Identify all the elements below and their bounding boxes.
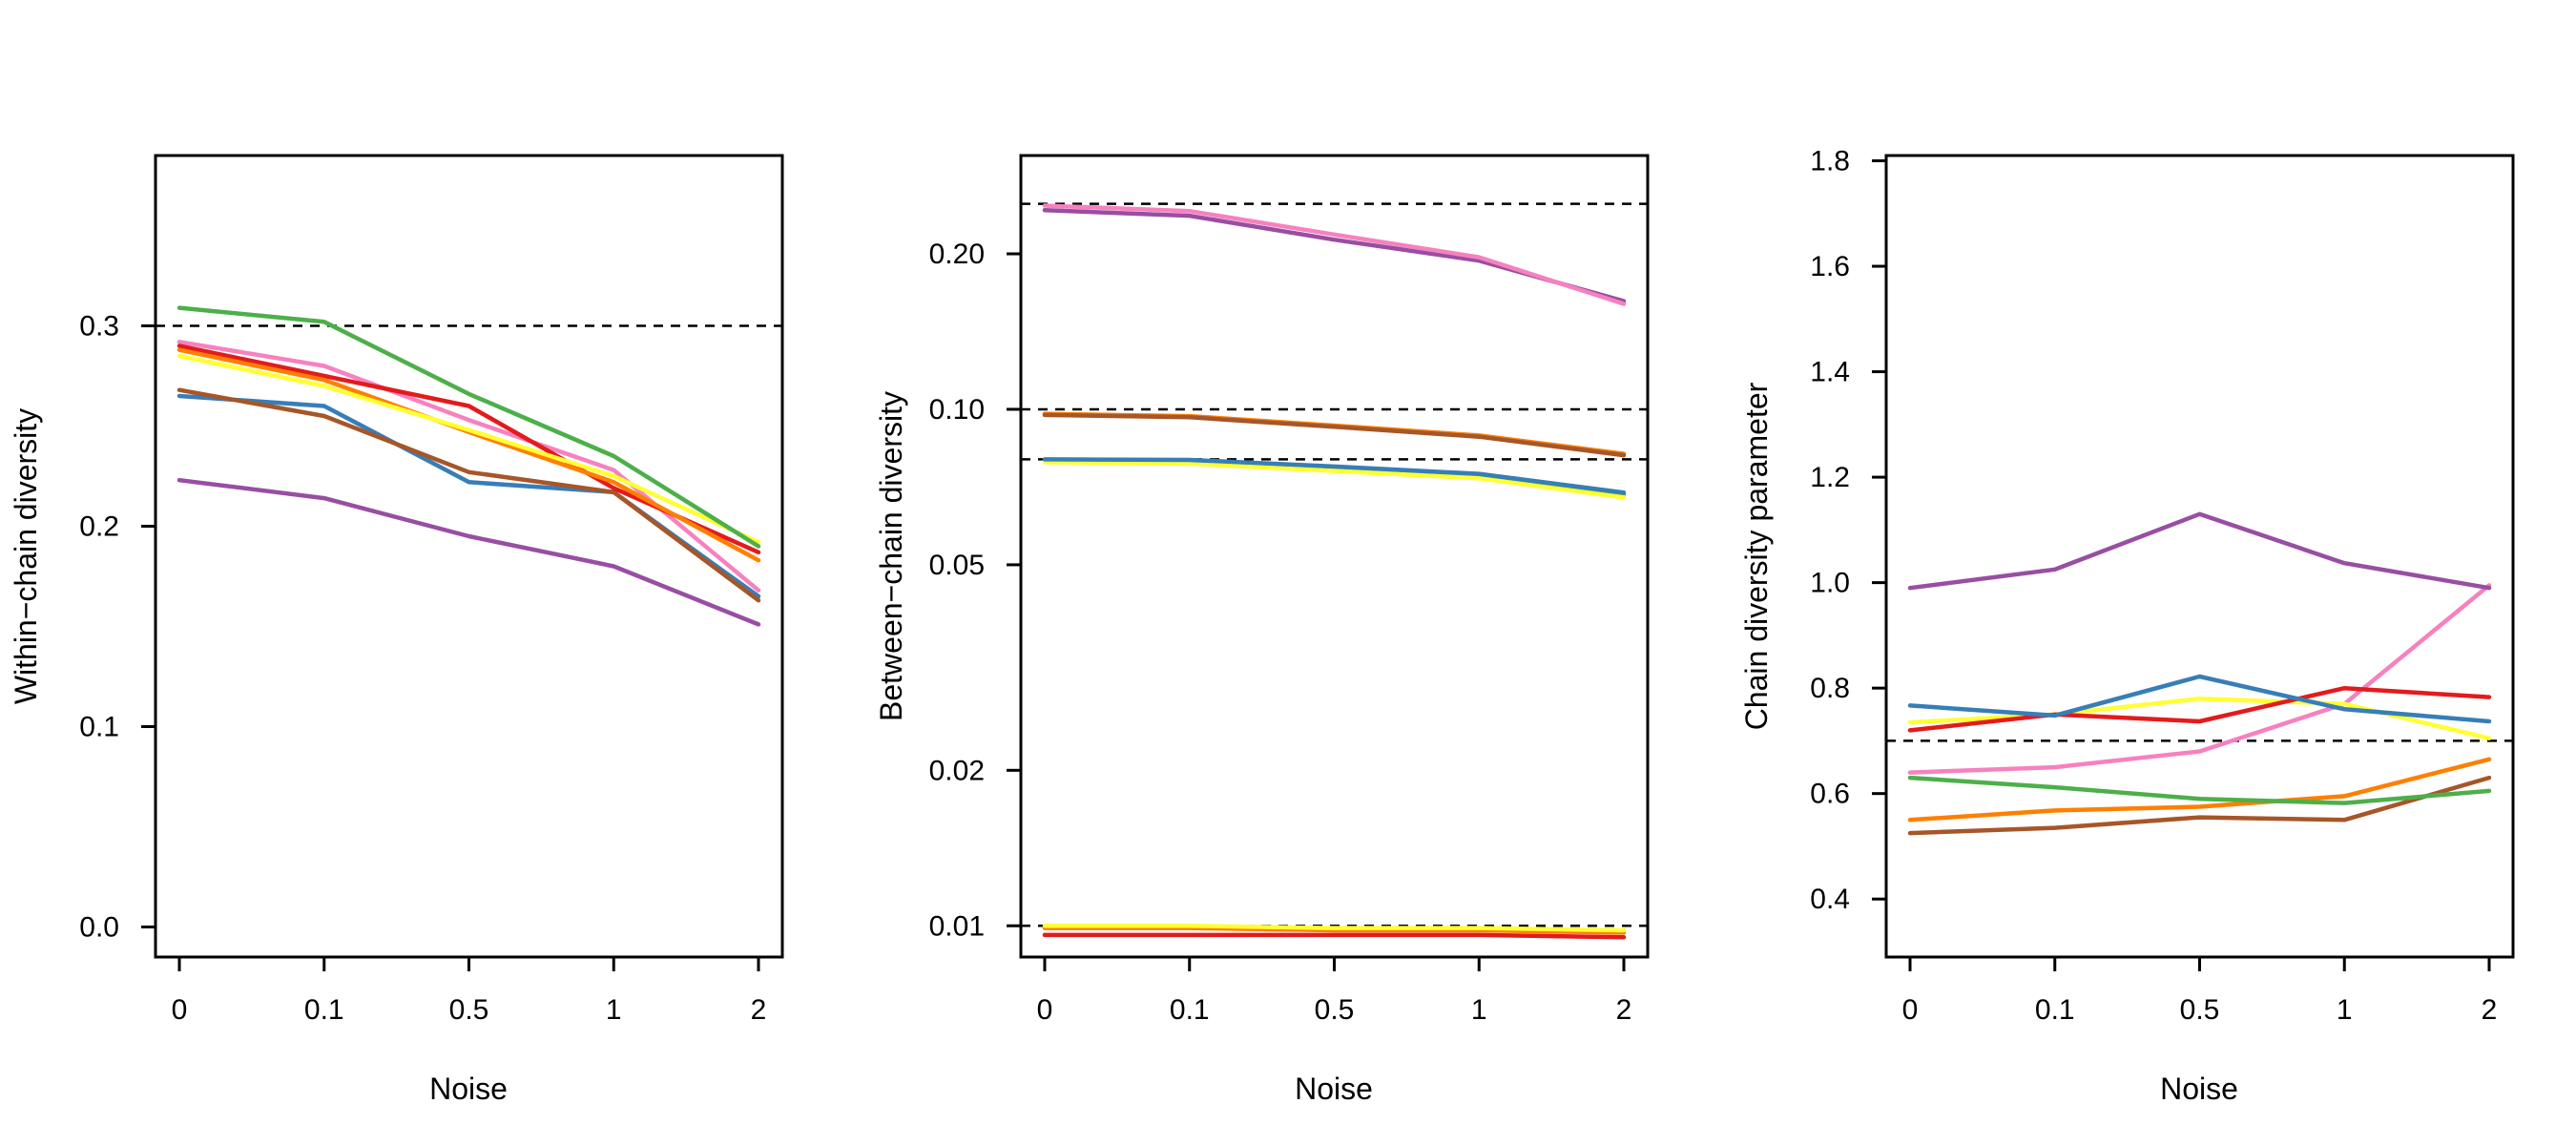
y-tick-label: 1.8: [1810, 146, 1850, 177]
y-tick-label: 1.2: [1810, 462, 1850, 493]
series-line-yellow: [177, 353, 761, 545]
x-ticks: 0 0.1 0.5 1 2: [1902, 955, 2498, 1026]
x-tick-label: 0.5: [449, 994, 489, 1026]
x-tick-label: 0.5: [1315, 994, 1355, 1026]
x-tick-label: 0.1: [304, 994, 344, 1026]
y-tick-label: 1.6: [1810, 251, 1850, 282]
y-tick-label: 0.3: [79, 311, 119, 343]
series-line-yellow-2: [1042, 460, 1627, 500]
x-tick-label: 1: [606, 994, 622, 1026]
series-line-brown: [1042, 412, 1627, 458]
y-ticks: 0.0 0.1 0.2 0.3: [79, 311, 157, 944]
y-axis-title: Chain diversity parameter: [1739, 382, 1774, 730]
y-tick-label: 0.4: [1810, 884, 1850, 915]
y-tick-label: 0.01: [929, 910, 985, 942]
series-lines: [1042, 203, 1627, 940]
y-tick-label: 0.2: [79, 511, 119, 543]
series-line-red: [1907, 685, 2492, 733]
y-tick-label: 0.1: [79, 712, 119, 743]
x-tick-label: 0.1: [2035, 994, 2075, 1026]
series-line-green: [177, 305, 761, 549]
series-line-brown: [1907, 775, 2492, 836]
plot-frame: [1019, 154, 1650, 959]
panel-between-chain: 0.01 0.02 0.05 0.10 0.20 0 0.1 0.5 1 2 Noise Bet…: [874, 154, 1650, 1106]
reference-lines: [1021, 202, 1648, 927]
y-axis-title: Between−chain diversity: [874, 391, 908, 721]
y-tick-label: 0.0: [79, 912, 119, 944]
x-ticks: 0 0.1 0.5 1 2: [1037, 955, 1632, 1026]
series-line-pink: [1907, 583, 2492, 775]
y-tick-label: 1.0: [1810, 568, 1850, 599]
panel-chain-parameter: 0.4 0.6 0.8 1.0 1.2 1.4 1.6 1.8 0 0.1 0.5 1 2 Noise…: [1739, 146, 2515, 1106]
x-tick-label: 0: [1902, 994, 1919, 1026]
x-tick-label: 2: [1616, 994, 1632, 1026]
series-lines: [177, 305, 761, 627]
series-line-red: [1042, 932, 1627, 940]
series-line-blue: [177, 393, 761, 599]
series-line-blue: [1907, 674, 2492, 724]
x-tick-label: 2: [2482, 994, 2498, 1026]
x-tick-label: 0.5: [2180, 994, 2220, 1026]
x-axis-title: Noise: [1295, 1072, 1373, 1106]
panel-within-chain: 0.0 0.1 0.2 0.3 0 0.1 0.5 1 2 Noise Within−chai…: [9, 154, 784, 1106]
series-line-purple: [1907, 511, 2492, 591]
x-axis-title: Noise: [429, 1072, 508, 1106]
x-tick-label: 1: [2337, 994, 2353, 1026]
series-line-pink: [1042, 203, 1627, 306]
plot-frame: [154, 154, 784, 959]
x-tick-label: 0: [172, 994, 188, 1026]
series-lines: [1907, 511, 2492, 836]
series-line-blue: [1042, 457, 1627, 495]
y-axis-title: Within−chain diversity: [9, 408, 43, 704]
series-line-orange: [1907, 757, 2492, 822]
x-axis-title: Noise: [2160, 1072, 2238, 1106]
x-tick-label: 1: [1471, 994, 1487, 1026]
y-tick-label: 0.02: [929, 755, 985, 786]
y-tick-label: 0.6: [1810, 779, 1850, 810]
y-tick-label: 0.20: [929, 239, 985, 270]
series-line-purple: [1042, 207, 1627, 303]
series-line-orange: [177, 347, 761, 563]
y-tick-label: 0.8: [1810, 673, 1850, 704]
x-tick-label: 0: [1037, 994, 1053, 1026]
series-line-orange-2: [1042, 411, 1627, 456]
x-tick-label: 0.1: [1170, 994, 1210, 1026]
series-line-green: [1907, 775, 2492, 805]
series-line-yellow: [1042, 924, 1627, 933]
plot-frame: [1884, 154, 2515, 959]
y-ticks: 0.01 0.02 0.05 0.10 0.20: [929, 239, 1023, 942]
series-line-pink: [177, 340, 761, 593]
x-ticks: 0 0.1 0.5 1 2: [172, 955, 767, 1026]
x-tick-label: 2: [751, 994, 767, 1026]
series-line-purple: [177, 477, 761, 627]
series-line-brown: [177, 387, 761, 603]
series-line-red: [177, 344, 761, 555]
y-ticks: 0.4 0.6 0.8 1.0 1.2 1.4 1.6 1.8: [1810, 146, 1888, 915]
series-line-orange: [1042, 926, 1627, 935]
y-tick-label: 0.10: [929, 394, 985, 426]
series-line-yellow: [1907, 696, 2492, 740]
y-tick-label: 0.05: [929, 550, 985, 581]
y-tick-label: 1.4: [1810, 357, 1850, 388]
